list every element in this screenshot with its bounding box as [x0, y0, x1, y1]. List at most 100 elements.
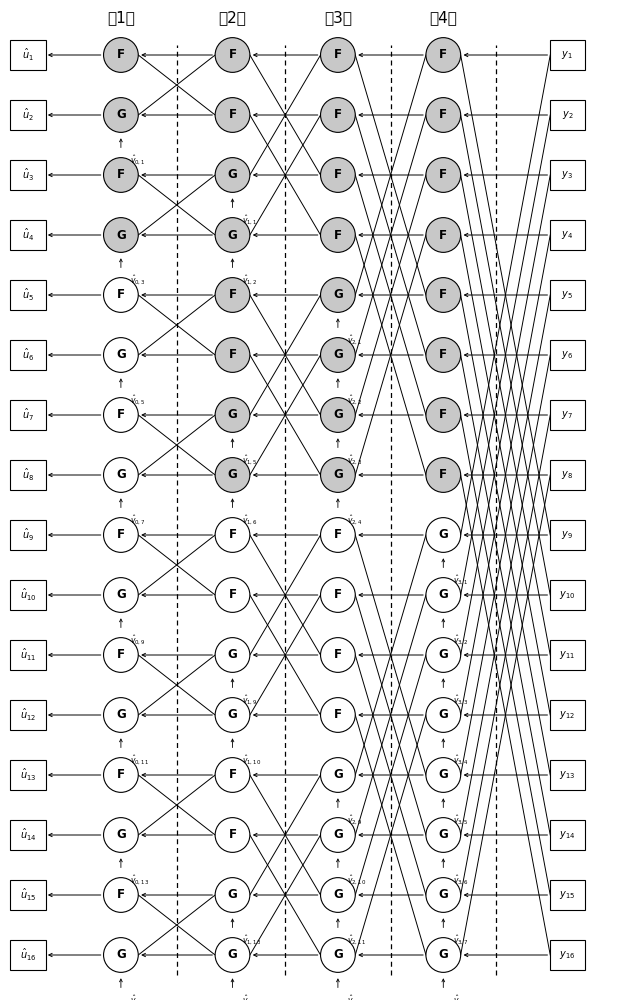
- Text: $\hat{v}_{2,2}$: $\hat{v}_{2,2}$: [347, 393, 363, 407]
- Text: G: G: [438, 648, 448, 662]
- FancyBboxPatch shape: [10, 100, 46, 130]
- Ellipse shape: [215, 578, 250, 612]
- Text: $\hat{v}_{2,10}$: $\hat{v}_{2,10}$: [347, 873, 366, 887]
- FancyBboxPatch shape: [10, 640, 46, 670]
- Text: $\hat{v}_{1,6}$: $\hat{v}_{1,6}$: [242, 513, 258, 527]
- Ellipse shape: [321, 938, 355, 972]
- Text: F: F: [229, 768, 236, 782]
- Text: F: F: [440, 108, 447, 121]
- Text: $\hat{v}_{2,12}$: $\hat{v}_{2,12}$: [347, 993, 366, 1000]
- Text: G: G: [438, 708, 448, 721]
- Ellipse shape: [321, 518, 355, 552]
- Text: G: G: [438, 768, 448, 782]
- Text: G: G: [333, 468, 343, 482]
- Text: F: F: [440, 408, 447, 422]
- Ellipse shape: [321, 38, 355, 72]
- Text: F: F: [117, 48, 125, 62]
- Ellipse shape: [215, 458, 250, 492]
- Text: G: G: [228, 948, 237, 961]
- Ellipse shape: [215, 758, 250, 792]
- Text: $\hat{v}_{0,11}$: $\hat{v}_{0,11}$: [130, 753, 149, 767]
- Text: G: G: [333, 828, 343, 841]
- Text: $\hat{v}_{2,9}$: $\hat{v}_{2,9}$: [347, 813, 363, 827]
- Ellipse shape: [215, 158, 250, 192]
- FancyBboxPatch shape: [549, 280, 585, 310]
- Text: $\hat{u}_{3}$: $\hat{u}_{3}$: [22, 167, 34, 183]
- Text: G: G: [116, 948, 126, 961]
- Text: F: F: [229, 828, 236, 841]
- Ellipse shape: [104, 698, 138, 732]
- Ellipse shape: [321, 338, 355, 372]
- Text: G: G: [116, 588, 126, 601]
- Text: $\hat{v}_{2,11}$: $\hat{v}_{2,11}$: [347, 933, 366, 947]
- Ellipse shape: [321, 878, 355, 912]
- Text: G: G: [438, 528, 448, 542]
- Text: $y_{7}$: $y_{7}$: [562, 409, 573, 421]
- Text: $y_{13}$: $y_{13}$: [559, 769, 575, 781]
- Text: $\hat{u}_{2}$: $\hat{u}_{2}$: [22, 107, 34, 123]
- Text: $y_{2}$: $y_{2}$: [562, 109, 573, 121]
- Text: F: F: [440, 468, 447, 482]
- FancyBboxPatch shape: [10, 220, 46, 250]
- Text: $\hat{v}_{0,3}$: $\hat{v}_{0,3}$: [130, 273, 146, 287]
- Ellipse shape: [426, 638, 461, 672]
- Text: G: G: [333, 948, 343, 961]
- Text: $\hat{v}_{0,13}$: $\hat{v}_{0,13}$: [130, 873, 149, 887]
- Text: G: G: [333, 408, 343, 422]
- Text: $\hat{u}_{10}$: $\hat{u}_{10}$: [20, 587, 36, 603]
- Text: F: F: [334, 648, 342, 662]
- Text: F: F: [229, 288, 236, 302]
- Text: F: F: [117, 168, 125, 182]
- Ellipse shape: [104, 458, 138, 492]
- FancyBboxPatch shape: [549, 460, 585, 490]
- Text: $\hat{v}_{2,4}$: $\hat{v}_{2,4}$: [347, 513, 363, 527]
- Ellipse shape: [104, 278, 138, 312]
- Text: $\hat{v}_{0,15}$: $\hat{v}_{0,15}$: [130, 993, 149, 1000]
- Text: $\hat{u}_{14}$: $\hat{u}_{14}$: [20, 827, 36, 843]
- FancyBboxPatch shape: [10, 760, 46, 790]
- Ellipse shape: [426, 698, 461, 732]
- Text: F: F: [117, 528, 125, 542]
- Text: $\hat{v}_{1,5}$: $\hat{v}_{1,5}$: [242, 453, 257, 467]
- Text: $y_{6}$: $y_{6}$: [561, 349, 574, 361]
- Ellipse shape: [426, 38, 461, 72]
- Text: $\hat{v}_{3,7}$: $\hat{v}_{3,7}$: [453, 933, 468, 947]
- FancyBboxPatch shape: [549, 400, 585, 430]
- Ellipse shape: [215, 218, 250, 252]
- FancyBboxPatch shape: [10, 400, 46, 430]
- Ellipse shape: [104, 158, 138, 192]
- Ellipse shape: [104, 938, 138, 972]
- Text: F: F: [229, 108, 236, 121]
- Text: $y_{11}$: $y_{11}$: [559, 649, 575, 661]
- Text: $\hat{v}_{0,7}$: $\hat{v}_{0,7}$: [130, 513, 146, 527]
- Text: $\hat{v}_{3,3}$: $\hat{v}_{3,3}$: [453, 693, 468, 707]
- Text: $y_{14}$: $y_{14}$: [559, 829, 575, 841]
- Text: G: G: [228, 708, 237, 721]
- Ellipse shape: [426, 938, 461, 972]
- Ellipse shape: [215, 278, 250, 312]
- Text: G: G: [116, 108, 126, 121]
- Text: G: G: [116, 468, 126, 482]
- Text: F: F: [440, 168, 447, 182]
- Text: G: G: [438, 828, 448, 841]
- Ellipse shape: [104, 878, 138, 912]
- Text: F: F: [334, 229, 342, 242]
- Ellipse shape: [321, 158, 355, 192]
- FancyBboxPatch shape: [10, 460, 46, 490]
- Text: $y_{9}$: $y_{9}$: [562, 529, 573, 541]
- Ellipse shape: [321, 578, 355, 612]
- Text: F: F: [229, 528, 236, 542]
- Ellipse shape: [426, 158, 461, 192]
- Text: $y_{3}$: $y_{3}$: [561, 169, 574, 181]
- Text: G: G: [228, 468, 237, 482]
- FancyBboxPatch shape: [549, 40, 585, 70]
- Text: G: G: [228, 229, 237, 242]
- Text: G: G: [438, 888, 448, 901]
- Text: $\hat{v}_{3,4}$: $\hat{v}_{3,4}$: [453, 753, 468, 767]
- FancyBboxPatch shape: [549, 760, 585, 790]
- FancyBboxPatch shape: [10, 880, 46, 910]
- Ellipse shape: [321, 218, 355, 252]
- FancyBboxPatch shape: [10, 700, 46, 730]
- Text: $\hat{v}_{3,2}$: $\hat{v}_{3,2}$: [453, 633, 468, 647]
- Text: $\hat{v}_{1,13}$: $\hat{v}_{1,13}$: [242, 933, 261, 947]
